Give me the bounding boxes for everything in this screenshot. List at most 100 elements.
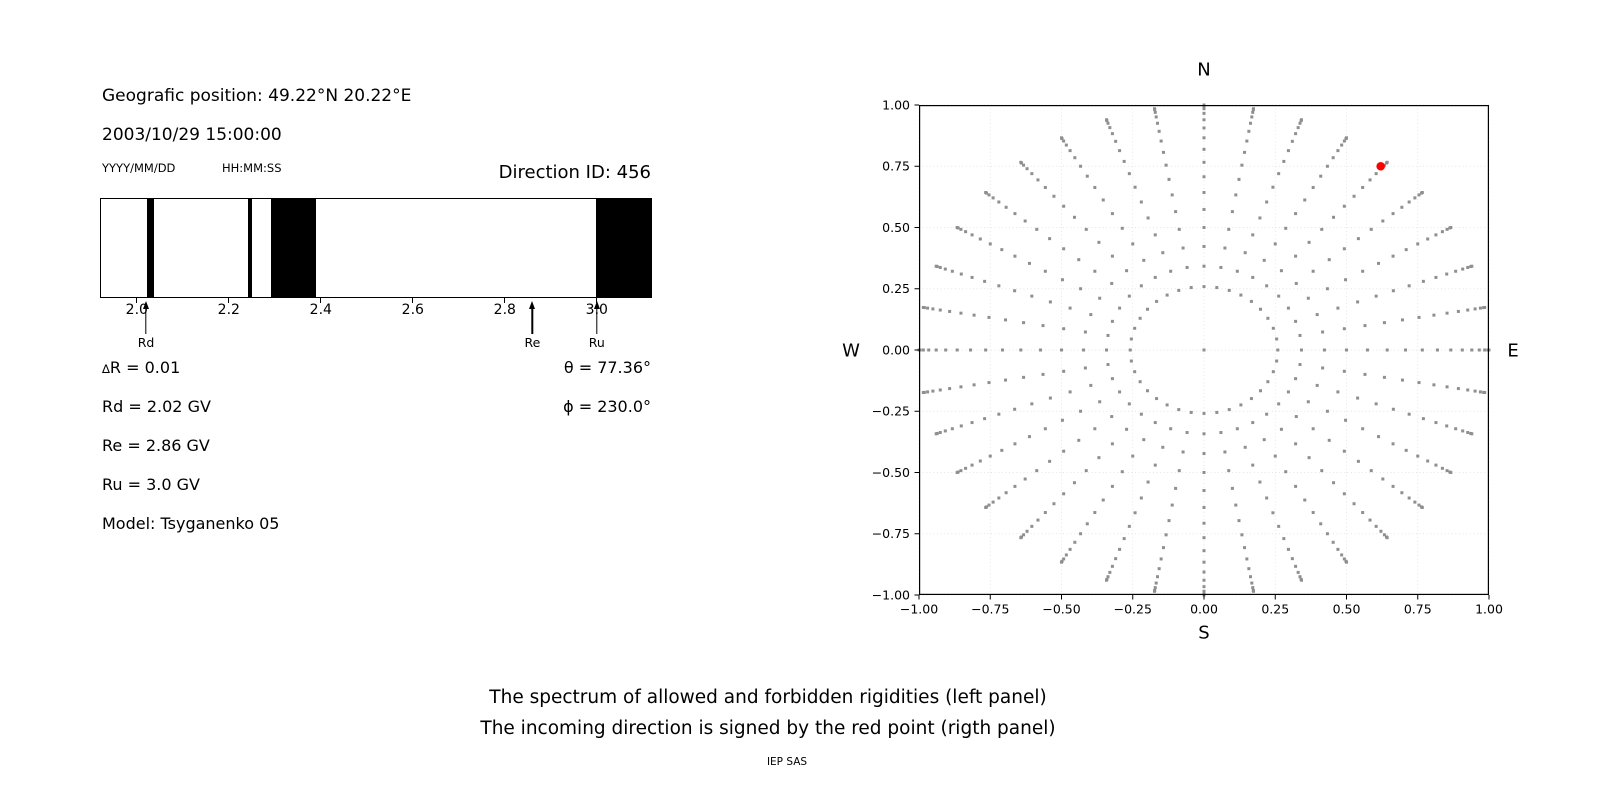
direction-dot bbox=[1279, 427, 1283, 431]
direction-dot bbox=[1013, 289, 1017, 293]
direction-dot bbox=[1110, 281, 1114, 285]
direction-dot bbox=[1043, 427, 1047, 431]
direction-dot bbox=[1262, 438, 1266, 442]
direction-dot bbox=[1251, 107, 1255, 111]
direction-dot bbox=[1110, 319, 1114, 323]
direction-dot bbox=[1306, 296, 1310, 300]
direction-dot bbox=[1202, 521, 1206, 525]
direction-dot bbox=[970, 463, 974, 467]
direction-dot bbox=[1077, 258, 1081, 262]
direction-dot bbox=[1416, 454, 1420, 458]
direction-dot bbox=[984, 191, 988, 195]
direction-dot bbox=[1004, 491, 1008, 495]
direction-dot bbox=[1466, 308, 1470, 312]
direction-dot bbox=[1106, 121, 1110, 125]
direction-dot bbox=[1251, 233, 1255, 237]
y-tick-label: −0.25 bbox=[872, 404, 910, 419]
direction-dot bbox=[1223, 246, 1227, 250]
direction-dot bbox=[1290, 139, 1294, 143]
direction-dot bbox=[1128, 348, 1132, 352]
direction-dot bbox=[1157, 129, 1161, 133]
direction-dot bbox=[1478, 390, 1482, 394]
direction-dot bbox=[1118, 390, 1122, 394]
direction-dot bbox=[1426, 237, 1430, 241]
direction-dot bbox=[1243, 546, 1247, 550]
x-tick-label: 0.50 bbox=[1333, 602, 1361, 617]
direction-dot bbox=[1227, 227, 1231, 231]
direction-dot bbox=[1062, 449, 1066, 453]
direction-dot bbox=[1342, 557, 1346, 561]
direction-dot bbox=[1048, 459, 1052, 463]
compass-label-south: S bbox=[1198, 622, 1210, 644]
direction-dot bbox=[1161, 546, 1165, 550]
direction-dot bbox=[1062, 247, 1066, 251]
direction-dot bbox=[1146, 216, 1150, 220]
direction-dot bbox=[1145, 389, 1149, 393]
direction-dot bbox=[1079, 287, 1083, 291]
direction-dot bbox=[1473, 307, 1477, 311]
direction-dot bbox=[1154, 581, 1158, 585]
y-tick-label: −0.50 bbox=[872, 465, 910, 480]
direction-dot bbox=[1105, 578, 1109, 582]
direction-dot bbox=[1202, 118, 1206, 122]
direction-dot bbox=[1391, 254, 1395, 258]
direction-dot bbox=[1325, 409, 1329, 413]
direction-dot bbox=[1400, 318, 1404, 322]
direction-dot bbox=[1361, 269, 1365, 273]
direction-dot bbox=[1101, 198, 1105, 202]
direction-dot bbox=[1082, 348, 1086, 352]
direction-dot bbox=[1391, 407, 1395, 411]
direction-dot bbox=[1023, 477, 1027, 481]
direction-dot bbox=[1342, 492, 1346, 496]
caption-line-1: The spectrum of allowed and forbidden ri… bbox=[489, 687, 1047, 708]
direction-dot bbox=[1177, 408, 1181, 412]
direction-dot bbox=[1234, 503, 1238, 507]
direction-dot bbox=[1265, 200, 1269, 204]
direction-dot bbox=[1426, 459, 1430, 463]
direction-dot bbox=[997, 284, 1001, 288]
direction-dot bbox=[1189, 410, 1193, 414]
direction-dot bbox=[1325, 287, 1329, 291]
direction-dot bbox=[997, 412, 1001, 416]
direction-dot bbox=[1181, 246, 1185, 250]
model-text: Model: Tsyganenko 05 bbox=[102, 514, 280, 533]
direction-dot bbox=[1125, 427, 1129, 431]
direction-dot bbox=[1282, 159, 1286, 163]
direction-dot bbox=[1202, 489, 1206, 493]
direction-dot bbox=[1131, 242, 1135, 246]
direction-dot bbox=[1174, 210, 1178, 214]
direction-dot bbox=[1434, 233, 1438, 237]
direction-dot bbox=[1153, 107, 1157, 111]
direction-dot bbox=[984, 505, 988, 509]
direction-dot bbox=[988, 454, 992, 458]
direction-dot bbox=[1030, 294, 1034, 298]
direction-dot bbox=[1000, 248, 1004, 252]
direction-dot bbox=[1161, 150, 1165, 154]
direction-dot bbox=[1434, 421, 1438, 425]
direction-dot bbox=[1174, 486, 1178, 490]
rigidity-spectrum-plot-area bbox=[100, 198, 652, 298]
direction-dot bbox=[1127, 294, 1131, 298]
direction-dot bbox=[943, 267, 947, 271]
direction-dot bbox=[1432, 383, 1436, 387]
direction-dot bbox=[1127, 524, 1131, 528]
direction-dot bbox=[1097, 240, 1101, 244]
direction-dot bbox=[1022, 321, 1026, 325]
direction-dot bbox=[1311, 511, 1315, 515]
direction-dot bbox=[1407, 496, 1411, 500]
direction-dot bbox=[931, 389, 935, 393]
direction-dot bbox=[1169, 269, 1173, 273]
datetime-text: 2003/10/29 15:00:00 bbox=[102, 125, 282, 145]
direction-dot bbox=[1356, 300, 1360, 304]
direction-dot bbox=[1165, 293, 1169, 297]
direction-dot bbox=[1250, 115, 1254, 119]
direction-dot bbox=[926, 306, 930, 310]
direction-dot bbox=[1276, 348, 1280, 352]
direction-dot bbox=[1202, 578, 1206, 582]
direction-dot bbox=[1342, 449, 1346, 453]
direction-dot bbox=[1120, 226, 1124, 230]
compass-label-north: N bbox=[1197, 59, 1211, 81]
direction-dot bbox=[1185, 265, 1189, 269]
direction-dot bbox=[955, 348, 959, 352]
direction-dot bbox=[1332, 215, 1336, 219]
